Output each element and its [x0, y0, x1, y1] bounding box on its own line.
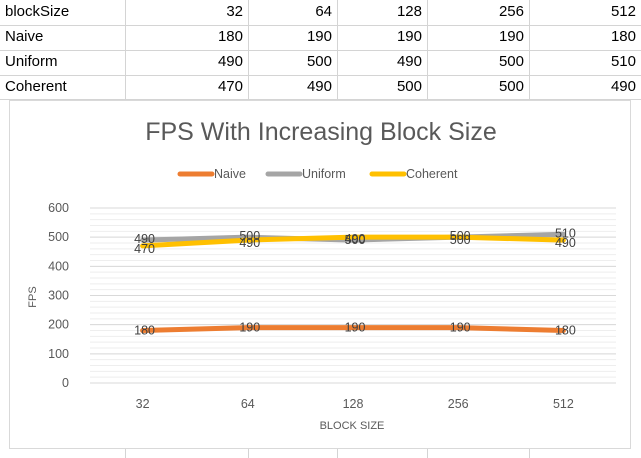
- cell-r1-c4[interactable]: 128: [396, 3, 422, 20]
- cell-r1-c2[interactable]: 32: [226, 3, 243, 20]
- data-label-coherent: 490: [555, 236, 576, 250]
- data-label-uniform: 490: [345, 232, 366, 246]
- cell-r2-c6[interactable]: 180: [610, 28, 636, 45]
- data-label-coherent: 500: [450, 233, 471, 247]
- cell-r4-c6[interactable]: 490: [610, 78, 636, 95]
- cell-r3-c5[interactable]: 500: [498, 53, 524, 70]
- cell-r4-c1[interactable]: Coherent: [5, 78, 67, 95]
- data-label-naive: 190: [450, 321, 471, 335]
- cell-r3-c3[interactable]: 500: [306, 53, 332, 70]
- cell-r3-c1[interactable]: Uniform: [5, 53, 58, 70]
- cell-r3-c4[interactable]: 490: [396, 53, 422, 70]
- data-label-naive: 190: [345, 321, 366, 335]
- data-label-naive: 180: [134, 324, 155, 338]
- x-tick-label: 64: [241, 397, 255, 411]
- cell-r4-c3[interactable]: 490: [306, 78, 332, 95]
- row-gridline: [0, 75, 641, 76]
- data-label-uniform: 500: [239, 229, 260, 243]
- legend-label-naive[interactable]: Naive: [214, 167, 246, 181]
- chart-legend[interactable]: Naive Uniform Coherent: [177, 167, 458, 181]
- x-tick-label: 128: [343, 397, 364, 411]
- y-tick-label: 100: [48, 347, 69, 361]
- cell-r2-c3[interactable]: 190: [306, 28, 332, 45]
- cell-r1-c6[interactable]: 512: [610, 3, 636, 20]
- cell-r1-c3[interactable]: 64: [315, 3, 332, 20]
- data-label-uniform: 500: [450, 229, 471, 243]
- cell-r2-c5[interactable]: 190: [498, 28, 524, 45]
- cell-r1-c5[interactable]: 256: [498, 3, 524, 20]
- cell-r2-c1[interactable]: Naive: [5, 28, 44, 45]
- data-label-coherent: 490: [239, 236, 260, 250]
- data-label-naive: 190: [239, 321, 260, 335]
- y-tick-label: 200: [48, 318, 69, 332]
- cell-r4-c5[interactable]: 500: [498, 78, 524, 95]
- y-tick-label: 600: [48, 201, 69, 215]
- legend-label-coherent[interactable]: Coherent: [406, 167, 458, 181]
- legend-label-uniform[interactable]: Uniform: [302, 167, 346, 181]
- cell-r1-c1[interactable]: blockSize: [5, 3, 70, 20]
- cell-r3-c6[interactable]: 510: [610, 53, 636, 70]
- series-line-coherent[interactable]: [140, 234, 566, 249]
- x-axis-title: BLOCK SIZE: [320, 420, 385, 432]
- y-tick-label: 300: [48, 289, 69, 303]
- cell-r2-c2[interactable]: 180: [217, 28, 243, 45]
- series-line-naive[interactable]: [140, 325, 566, 333]
- y-tick-label: 500: [48, 230, 69, 244]
- chart-title: FPS With Increasing Block Size: [145, 118, 497, 146]
- y-tick-label: 0: [62, 376, 69, 390]
- row-gridline: [0, 50, 641, 51]
- row-gridline: [0, 99, 641, 100]
- cell-r4-c4[interactable]: 500: [396, 78, 422, 95]
- y-tick-label: 400: [48, 259, 69, 273]
- data-label-coherent: 470: [134, 242, 155, 256]
- chart-canvas: FPS With Increasing Block Size Naive Unif…: [27, 118, 616, 432]
- row-gridline: [0, 25, 641, 26]
- data-label-uniform: 490: [134, 232, 155, 246]
- data-label-uniform: 510: [555, 226, 576, 240]
- x-tick-label: 512: [553, 397, 574, 411]
- x-tick-label: 256: [448, 397, 469, 411]
- line-chart[interactable]: FPS With Increasing Block Size Naive Unif…: [9, 100, 631, 449]
- data-label-naive: 180: [555, 324, 576, 338]
- y-axis-title: FPS: [27, 286, 39, 307]
- cell-r3-c2[interactable]: 490: [217, 53, 243, 70]
- data-label-coherent: 500: [345, 233, 366, 247]
- cell-r2-c4[interactable]: 190: [396, 28, 422, 45]
- x-tick-label: 32: [136, 397, 150, 411]
- cell-r4-c2[interactable]: 470: [217, 78, 243, 95]
